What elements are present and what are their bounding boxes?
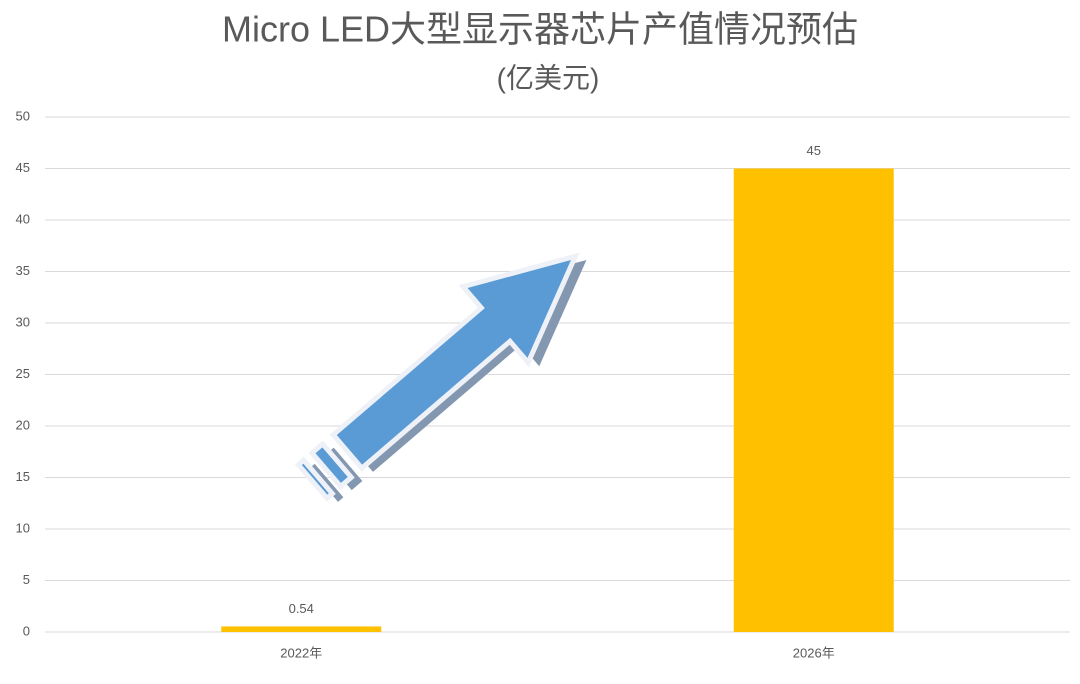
y-tick-label: 25: [16, 366, 30, 381]
value-label: 0.54: [289, 601, 314, 616]
y-tick-label: 50: [16, 108, 30, 123]
trend-arrow: [294, 252, 587, 502]
y-tick-label: 40: [16, 211, 30, 226]
chart-subtitle: (亿美元): [497, 62, 600, 93]
x-tick-label: 2026年: [793, 645, 835, 660]
y-tick-label: 10: [16, 520, 30, 535]
y-tick-label: 5: [23, 572, 30, 587]
y-tick-label: 15: [16, 469, 30, 484]
y-tick-label: 20: [16, 417, 30, 432]
x-tick-label: 2022年: [280, 645, 322, 660]
bar: [221, 626, 382, 632]
y-tick-label: 45: [16, 160, 30, 175]
y-tick-label: 35: [16, 263, 30, 278]
bar: [733, 168, 894, 632]
y-tick-label: 30: [16, 314, 30, 329]
chart-title: Micro LED大型显示器芯片产值情况预估: [222, 9, 858, 50]
y-tick-label: 0: [23, 623, 30, 638]
value-label: 45: [807, 143, 821, 158]
